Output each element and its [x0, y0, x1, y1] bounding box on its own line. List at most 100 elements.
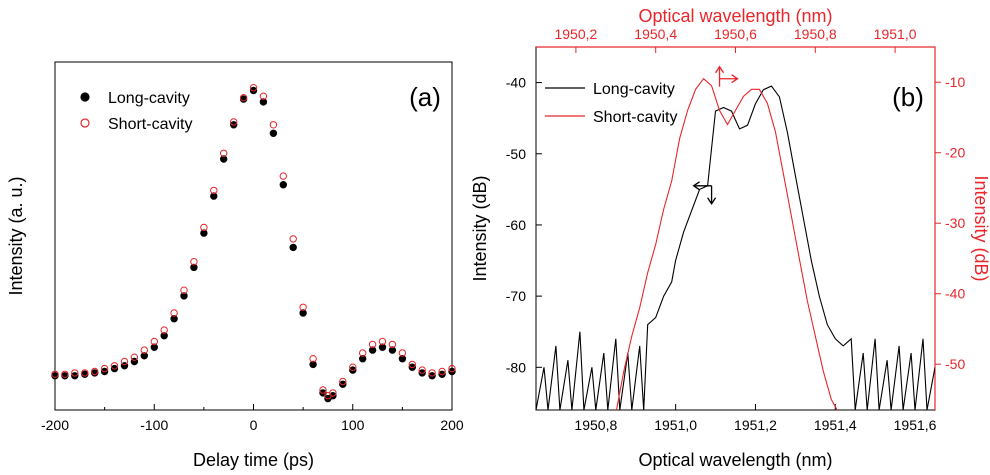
- top-x-tick-label: 1950,2: [554, 26, 597, 42]
- panel-a-plot-area: [54, 61, 453, 411]
- panel-b-axis-arrows: [692, 65, 739, 205]
- top-x-tick-label: 1950,4: [634, 26, 677, 42]
- short-cavity-point: [239, 94, 248, 102]
- y-tick-label: -70: [506, 288, 526, 304]
- short-cavity-point: [91, 367, 99, 376]
- short-cavity-point: [259, 92, 268, 100]
- short-cavity-point: [269, 121, 278, 129]
- top-x-tick-label: 1951,0: [874, 26, 917, 42]
- x-tick-label: 1951,6: [894, 417, 937, 433]
- right-y-tick-label: -40: [945, 286, 965, 302]
- short-cavity-point: [319, 386, 327, 394]
- right-axis-arrow-vertical: [714, 65, 725, 87]
- short-cavity-point: [210, 186, 218, 195]
- right-y-tick-label: -50: [945, 356, 965, 372]
- x-tick-label: -200: [41, 417, 69, 433]
- panel-b: 1950,8 1951,0 1951,2 1951,4 1951,6 -80 -70 -60…: [470, 6, 990, 470]
- short-cavity-point: [110, 362, 119, 370]
- short-cavity-point: [448, 364, 456, 373]
- short-cavity-point: [398, 349, 407, 357]
- long-cavity-point: [180, 292, 188, 300]
- panel-b-right-y-axis-label: Intensity (dB): [971, 175, 990, 281]
- long-cavity-point: [299, 309, 307, 317]
- short-cavity-point: [160, 326, 168, 334]
- left-axis-arrow-horizontal: [692, 181, 712, 191]
- short-cavity-point: [200, 223, 208, 232]
- panel-a-label: (a): [409, 82, 441, 112]
- long-cavity-line: [536, 85, 935, 410]
- x-tick-label: 1951,4: [814, 417, 857, 433]
- long-cavity-point: [160, 332, 168, 340]
- short-cavity-point: [408, 360, 416, 369]
- short-cavity-point: [368, 340, 377, 349]
- right-y-tick-label: -10: [945, 74, 965, 90]
- long-cavity-point: [388, 346, 397, 354]
- x-tick-label: 0: [250, 417, 258, 433]
- panel-b-x-axis-label: Optical wavelength (nm): [638, 450, 832, 470]
- short-cavity-point: [150, 337, 159, 346]
- long-cavity-point: [150, 343, 159, 351]
- panel-a-y-axis-label: Intensity (a. u.): [6, 176, 26, 295]
- short-cavity-point: [388, 340, 397, 349]
- short-cavity-point: [359, 349, 367, 357]
- long-cavity-point: [61, 372, 69, 380]
- legend-marker: [80, 92, 90, 102]
- legend-label: Long-cavity: [108, 90, 190, 107]
- short-cavity-point: [249, 84, 258, 92]
- panel-a-legend: Long-cavity Short-cavity: [80, 90, 192, 133]
- short-cavity-point: [190, 258, 198, 266]
- short-cavity-point: [279, 172, 287, 180]
- short-cavity-point: [130, 353, 139, 361]
- short-cavity-point: [289, 235, 297, 243]
- y-tick-label: -80: [506, 359, 526, 375]
- short-cavity-point: [349, 363, 357, 371]
- long-cavity-point: [368, 346, 377, 354]
- top-x-tick-label: 1950,8: [794, 26, 837, 42]
- short-cavity-point: [339, 377, 347, 386]
- panel-a-data-points: [51, 84, 456, 403]
- x-tick-label: 100: [341, 417, 365, 433]
- short-cavity-point: [170, 309, 178, 317]
- panel-a: -200 -100 0 100 200 (a) Delay time (ps) Inte…: [6, 61, 464, 470]
- panel-b-top-x-axis-label: Optical wavelength (nm): [638, 6, 832, 26]
- panel-b-label: (b): [892, 82, 924, 112]
- panel-b-legend: Long-cavity Short-cavity: [545, 81, 677, 126]
- long-cavity-point: [220, 155, 228, 163]
- short-cavity-line: [615, 77, 838, 410]
- x-tick-label: 200: [440, 417, 464, 433]
- panel-a-x-ticks: -200 -100 0 100 200: [41, 404, 464, 433]
- short-cavity-point: [140, 346, 149, 354]
- legend-label: Long-cavity: [593, 81, 675, 98]
- long-cavity-point: [259, 98, 268, 106]
- short-cavity-point: [71, 369, 79, 377]
- short-cavity-point: [418, 366, 426, 374]
- panel-b-y-ticks: -80 -70 -60 -50 -40: [506, 75, 542, 375]
- short-cavity-point: [309, 355, 317, 363]
- long-cavity-point: [279, 181, 287, 189]
- short-cavity-point: [329, 389, 337, 397]
- short-cavity-point: [428, 369, 436, 377]
- panel-b-right-y-ticks: -50 -40 -30 -20 -10: [935, 74, 965, 372]
- long-cavity-point: [170, 315, 178, 323]
- long-cavity-point: [140, 352, 149, 360]
- short-cavity-point: [120, 357, 129, 366]
- x-tick-label: 1951,0: [654, 417, 697, 433]
- short-cavity-point: [81, 369, 89, 377]
- right-y-tick-label: -30: [945, 215, 965, 231]
- right-y-tick-label: -20: [945, 145, 965, 161]
- panel-b-y-axis-label: Intensity (dB): [470, 175, 490, 281]
- panel-b-spectra: [536, 77, 935, 410]
- short-cavity-point: [438, 367, 446, 376]
- short-cavity-point: [220, 149, 228, 158]
- short-cavity-point: [61, 370, 69, 378]
- long-cavity-point: [210, 192, 218, 200]
- left-axis-arrow-vertical: [707, 185, 717, 205]
- long-cavity-point: [190, 263, 198, 272]
- short-cavity-point: [378, 337, 387, 346]
- long-cavity-point: [200, 229, 208, 237]
- legend-marker: [80, 118, 90, 128]
- long-cavity-point: [359, 355, 367, 363]
- long-cavity-point: [309, 360, 317, 369]
- x-tick-label: 1950,8: [574, 417, 617, 433]
